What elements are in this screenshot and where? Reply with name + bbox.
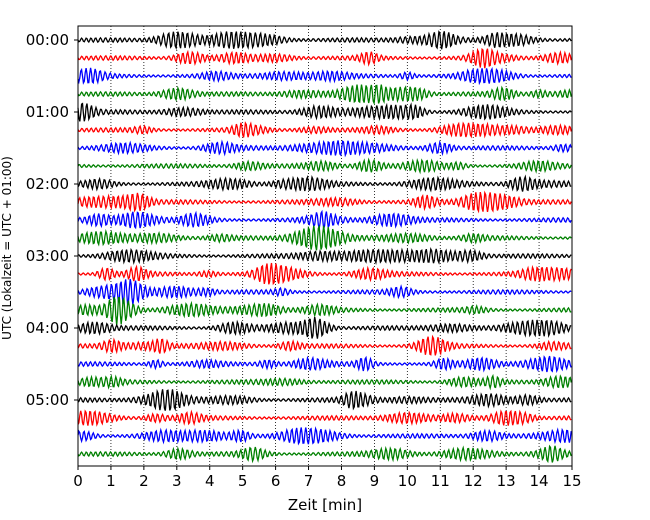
trace-line — [77, 209, 572, 230]
trace-line — [77, 316, 572, 339]
x-tick-label: 15 — [562, 472, 581, 490]
trace-line — [77, 278, 572, 305]
trace-line — [77, 409, 572, 427]
x-tick-label: 3 — [172, 472, 182, 490]
trace-line — [77, 296, 572, 326]
x-tick-label: 1 — [106, 472, 116, 490]
y-tick-label: 02:00 — [26, 175, 69, 193]
x-tick-label: 10 — [398, 472, 417, 490]
trace-line — [77, 388, 572, 412]
x-tick-label: 12 — [464, 472, 483, 490]
trace-line — [77, 334, 572, 356]
y-tick-label: 05:00 — [26, 391, 69, 409]
x-tick-label: 0 — [73, 472, 83, 490]
trace-line — [77, 373, 572, 391]
plot-frame — [77, 25, 573, 467]
trace-line — [77, 262, 572, 286]
y-tick-label: 00:00 — [26, 31, 69, 49]
x-tick-label: 9 — [370, 472, 380, 490]
trace-line — [77, 84, 572, 106]
y-axis-ticks: 00:00 01:00 02:00 03:00 04:00 05:00 — [26, 31, 78, 409]
x-tick-label: 2 — [139, 472, 149, 490]
trace-line — [77, 102, 572, 122]
trace-line — [77, 121, 572, 139]
trace-line — [77, 47, 572, 69]
trace-line — [77, 355, 572, 374]
trace-line — [77, 224, 572, 251]
trace-line — [77, 139, 572, 158]
trace-line — [77, 66, 572, 86]
trace-line — [77, 247, 572, 265]
x-tick-label: 7 — [304, 472, 314, 490]
y-axis-label: UTC (Lokalzeit = UTC + 01:00) — [0, 156, 14, 340]
x-axis-label: Zeit [min] — [288, 496, 362, 514]
seismic-traces — [77, 30, 572, 464]
trace-line — [77, 190, 572, 214]
trace-line — [77, 426, 572, 446]
y-tick-label: 04:00 — [26, 319, 69, 337]
trace-line — [77, 157, 572, 175]
trace-line — [77, 174, 572, 193]
x-tick-label: 4 — [205, 472, 215, 490]
x-tick-label: 8 — [337, 472, 347, 490]
trace-line — [77, 444, 572, 464]
y-tick-label: 01:00 — [26, 103, 69, 121]
x-tick-label: 14 — [530, 472, 549, 490]
trace-line — [77, 30, 572, 51]
x-tick-label: 13 — [497, 472, 516, 490]
y-tick-label: 03:00 — [26, 247, 69, 265]
x-tick-label: 11 — [431, 472, 450, 490]
x-tick-label: 5 — [238, 472, 248, 490]
x-tick-label: 6 — [271, 472, 281, 490]
x-axis-ticks: 0 1 2 3 4 5 6 7 8 9 10 11 12 13 14 15 — [73, 466, 582, 490]
